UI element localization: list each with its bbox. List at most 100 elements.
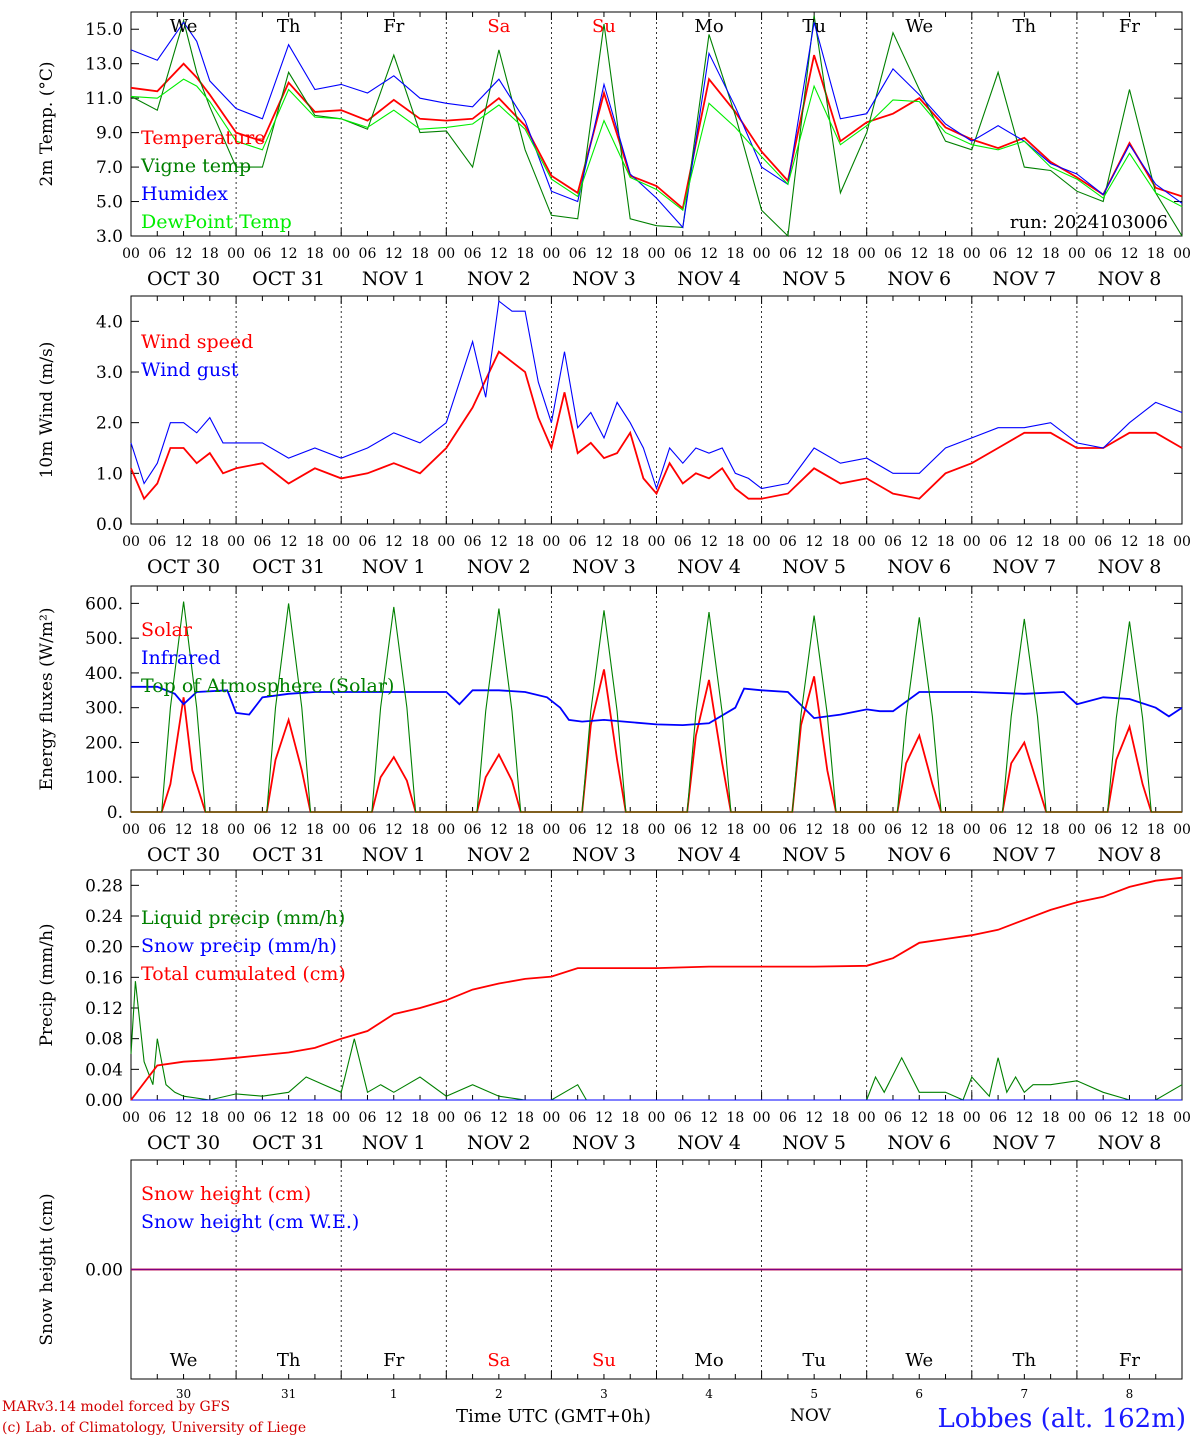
hour-tick-label: 06 — [674, 534, 692, 550]
y-tick-label: 3.0 — [96, 363, 123, 383]
hour-tick-label: 18 — [1147, 246, 1165, 262]
hour-tick-label: 06 — [989, 1110, 1007, 1126]
y-tick-label: 0.16 — [85, 968, 123, 988]
hour-tick-label: 18 — [832, 1110, 850, 1126]
hour-tick-label: 06 — [253, 1110, 271, 1126]
series-line — [130, 300, 1183, 491]
hour-tick-label: 12 — [700, 822, 718, 838]
hour-tick-label: 12 — [280, 246, 298, 262]
x-axis-title: Time UTC (GMT+0h) — [456, 1406, 651, 1427]
hour-tick-label: 18 — [1042, 822, 1060, 838]
series-line — [131, 685, 1183, 727]
y-tick-label: 600. — [85, 594, 123, 614]
hour-tick-label: 18 — [832, 822, 850, 838]
y-axis-label: Energy fluxes (W/m²) — [37, 608, 57, 791]
hour-tick-label: 18 — [1042, 534, 1060, 550]
hour-tick-label: 18 — [1147, 1110, 1165, 1126]
legend-entry: Temperature — [141, 127, 265, 149]
hour-tick-label: 18 — [306, 534, 324, 550]
panel-5: 0.00 Snow height (cm) Snow height (cm) Snow… — [37, 1159, 1183, 1401]
date-label: NOV 6 — [887, 1132, 951, 1154]
legend-entry: Infrared — [141, 647, 221, 669]
hour-tick-label: 12 — [1121, 246, 1139, 262]
hour-tick-label: 00 — [332, 822, 350, 838]
hour-tick-label: 06 — [989, 246, 1007, 262]
date-number-label: 2 — [495, 1387, 503, 1401]
hour-tick-label: 06 — [148, 1110, 166, 1126]
hour-tick-label: 06 — [569, 534, 587, 550]
hour-tick-label: 00 — [542, 822, 560, 838]
y-tick-label: 0.00 — [85, 1261, 123, 1281]
hour-tick-label: 06 — [884, 822, 902, 838]
hour-tick-label: 06 — [1094, 534, 1112, 550]
hour-tick-label: 06 — [884, 534, 902, 550]
hour-tick-label: 06 — [253, 822, 271, 838]
day-of-week-label: Sa — [487, 1350, 510, 1371]
hour-tick-label: 00 — [1068, 534, 1086, 550]
hour-tick-label: 00 — [648, 1110, 666, 1126]
date-label: NOV 1 — [362, 556, 426, 578]
hour-tick-label: 18 — [726, 246, 744, 262]
hour-tick-label: 12 — [385, 246, 403, 262]
date-label: NOV 1 — [362, 1132, 426, 1154]
hour-tick-label: 00 — [1173, 822, 1191, 838]
y-tick-label: 5.0 — [96, 193, 123, 213]
hour-tick-label: 12 — [910, 1110, 928, 1126]
legend-entry: Humidex — [141, 183, 228, 205]
day-of-week-label: Tu — [802, 16, 826, 37]
y-tick-label: 200. — [85, 733, 123, 753]
hour-tick-label: 18 — [621, 246, 639, 262]
y-tick-label: 3.0 — [96, 227, 123, 247]
hour-tick-label: 18 — [1042, 1110, 1060, 1126]
hour-tick-label: 00 — [753, 246, 771, 262]
date-label: OCT 31 — [252, 556, 325, 578]
hour-tick-label: 00 — [753, 1110, 771, 1126]
day-of-week-label: Th — [277, 1350, 301, 1371]
y-tick-label: 1.0 — [96, 464, 123, 484]
legend-entry: DewPoint Temp — [141, 211, 292, 233]
hour-tick-label: 18 — [306, 822, 324, 838]
run-annotation: run: 2024103006 — [1010, 212, 1168, 233]
legend-entry: Total cumulated (cm) — [141, 963, 346, 985]
date-label: OCT 31 — [252, 1132, 325, 1154]
day-of-week-label: Th — [1013, 16, 1037, 37]
day-of-week-label: Fr — [1119, 16, 1140, 37]
y-tick-label: 9.0 — [96, 124, 123, 144]
date-label: NOV 5 — [782, 268, 846, 290]
day-of-week-label: We — [905, 16, 933, 37]
hour-tick-label: 06 — [359, 246, 377, 262]
y-tick-label: 4.0 — [96, 312, 123, 332]
hour-tick-label: 06 — [779, 822, 797, 838]
date-label: NOV 3 — [572, 844, 636, 866]
y-tick-label: 0.24 — [85, 907, 123, 927]
credit-model: MARv3.14 model forced by GFS — [2, 1399, 231, 1415]
hour-tick-label: 12 — [490, 822, 508, 838]
legend-entry: Snow precip (mm/h) — [141, 935, 337, 957]
hour-tick-label: 00 — [963, 534, 981, 550]
date-number-label: 31 — [281, 1387, 296, 1401]
hour-tick-label: 00 — [437, 534, 455, 550]
date-label: NOV 4 — [677, 556, 741, 578]
y-tick-label: 0.08 — [85, 1030, 123, 1050]
hour-tick-label: 12 — [595, 822, 613, 838]
hour-tick-label: 12 — [595, 1110, 613, 1126]
hour-tick-label: 00 — [227, 534, 245, 550]
y-tick-label: 0. — [107, 803, 123, 823]
hour-tick-label: 18 — [726, 534, 744, 550]
day-of-week-label: We — [905, 1350, 933, 1371]
hour-tick-label: 12 — [175, 822, 193, 838]
panel-1: 3.0 5.0 7.0 9.0 11.0 13.0 15.0 2m Temp. (°C) Tem… — [37, 11, 1191, 290]
hour-tick-label: 06 — [148, 822, 166, 838]
hour-tick-label: 12 — [700, 246, 718, 262]
date-label: NOV 7 — [992, 1132, 1056, 1154]
hour-tick-label: 12 — [805, 246, 823, 262]
hour-tick-label: 00 — [648, 534, 666, 550]
date-number-label: 6 — [915, 1387, 923, 1401]
hour-tick-label: 06 — [779, 1110, 797, 1126]
hour-tick-label: 00 — [963, 246, 981, 262]
series-line — [131, 601, 1182, 813]
date-label: OCT 30 — [147, 844, 220, 866]
hour-tick-label: 06 — [779, 246, 797, 262]
date-label: OCT 30 — [147, 268, 220, 290]
